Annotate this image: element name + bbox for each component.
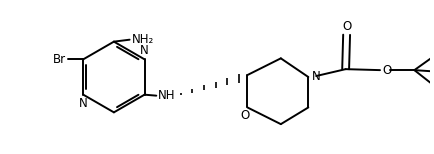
Text: N: N — [79, 97, 88, 110]
Text: O: O — [342, 20, 351, 33]
Text: N: N — [312, 69, 321, 83]
Text: NH: NH — [158, 89, 176, 102]
Text: N: N — [140, 44, 149, 57]
Text: Br: Br — [53, 53, 66, 66]
Text: O: O — [241, 109, 250, 122]
Text: NH₂: NH₂ — [132, 33, 154, 46]
Text: O: O — [382, 64, 391, 77]
